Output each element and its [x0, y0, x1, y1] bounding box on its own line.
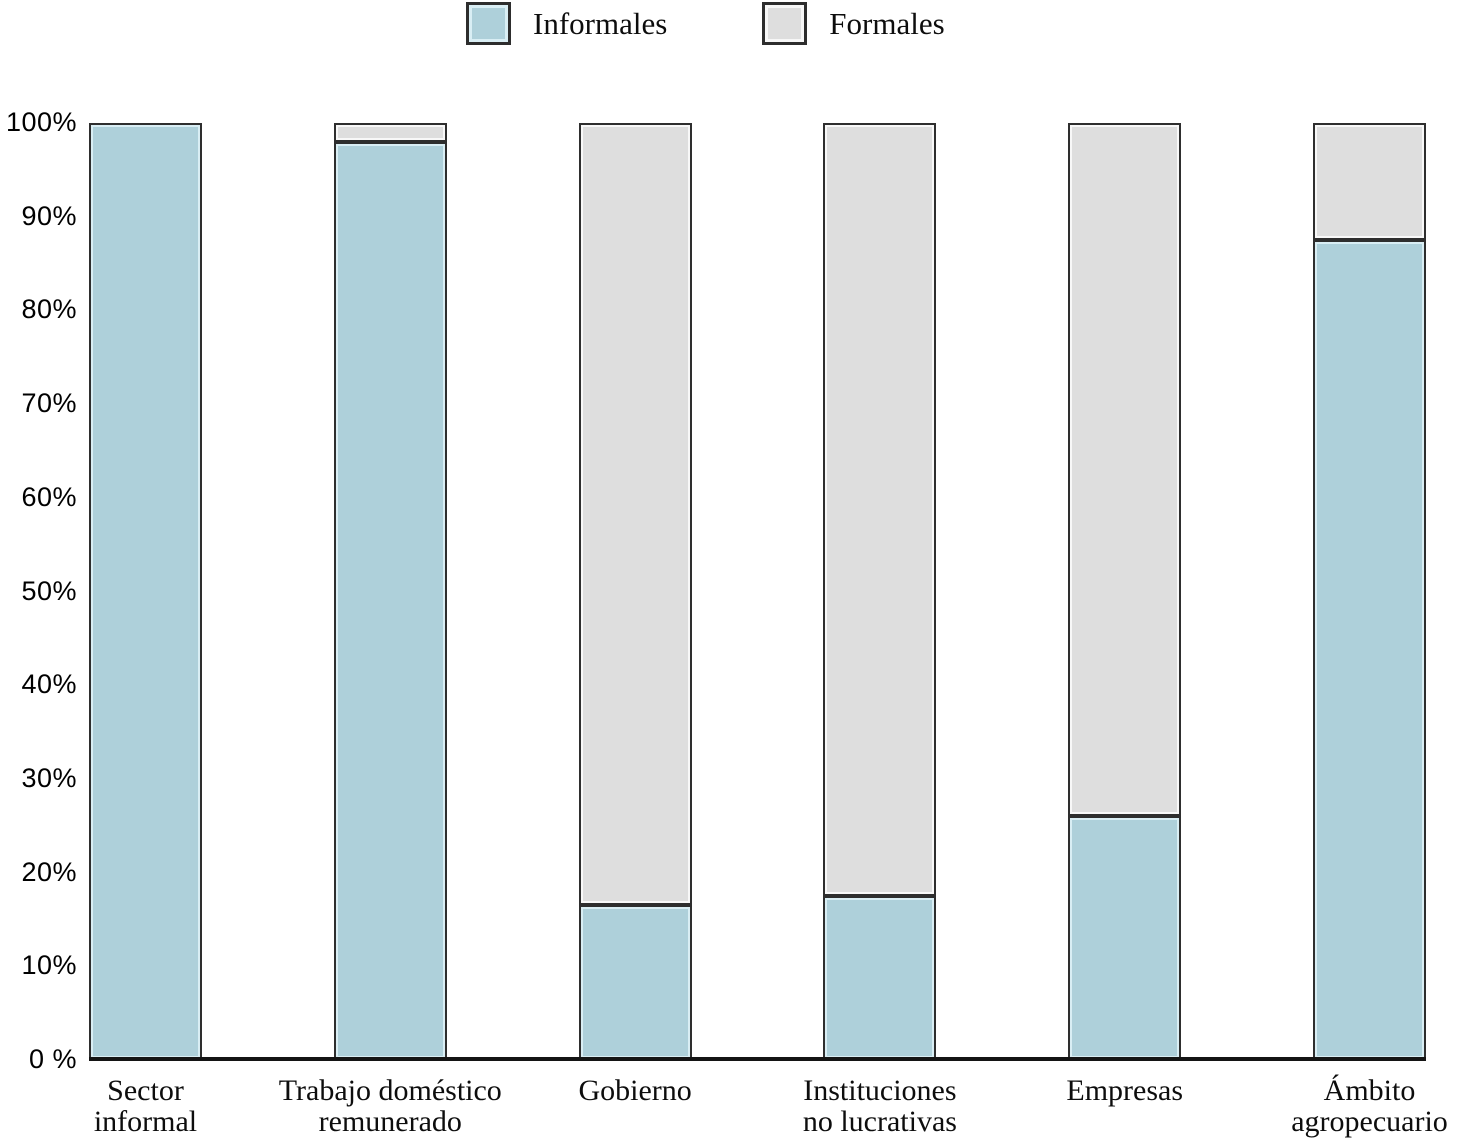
bar-sector-informal — [89, 123, 202, 1060]
bar-instituciones-no-lucrativas — [823, 123, 937, 1060]
bar-segment-informales — [1312, 240, 1426, 1060]
bar-empresas — [1068, 123, 1182, 1060]
bar-segment-formales — [823, 123, 937, 897]
legend-label-informales: Informales — [533, 5, 668, 41]
legend-swatch-formales-icon — [762, 2, 808, 45]
bar-segment-informales — [1068, 816, 1182, 1060]
bar-gobierno — [578, 123, 692, 1060]
bar-segment-informales — [578, 905, 692, 1060]
bar-segment-formales — [1312, 123, 1426, 241]
bar-segment-formales — [333, 123, 447, 142]
bar-segment-informales — [823, 896, 937, 1060]
y-axis-tick-label: 40% — [21, 669, 77, 700]
bar-segment-informales — [89, 123, 202, 1060]
bar-segment-formales — [578, 123, 692, 906]
bar-segment-formales — [1068, 123, 1182, 817]
legend-item-informales: Informales — [466, 2, 667, 45]
x-axis-category-label: Sector informal — [93, 1074, 198, 1138]
y-axis-tick-label: 30% — [21, 762, 77, 793]
y-axis-tick-label: 90% — [21, 200, 77, 231]
x-axis-category-label: Empresas — [1066, 1074, 1184, 1107]
y-axis-tick-label: 10% — [21, 950, 77, 981]
bar--mbito-agropecuario — [1312, 123, 1426, 1060]
y-axis-tick-label: 100% — [5, 106, 77, 137]
bar-trabajo-dom-stico-remunerado — [333, 123, 447, 1060]
plot-area — [89, 123, 1426, 1060]
y-axis-tick-label: 20% — [21, 856, 77, 887]
x-axis-category-label: Ámbito agropecuario — [1291, 1074, 1448, 1138]
y-axis-tick-label: 80% — [21, 294, 77, 325]
x-axis-line — [89, 1057, 1426, 1061]
y-axis-tick-label: 70% — [21, 387, 77, 418]
legend-item-formales: Formales — [762, 2, 945, 45]
bar-segment-informales — [333, 141, 447, 1060]
x-axis-category-label: Gobierno — [578, 1074, 692, 1107]
y-axis-tick-label: 50% — [21, 575, 77, 606]
legend-label-formales: Formales — [829, 5, 945, 41]
y-axis-tick-label: 60% — [21, 481, 77, 512]
chart-legend: Informales Formales — [466, 2, 945, 45]
x-axis-category-label: Instituciones no lucrativas — [802, 1074, 957, 1138]
x-axis-category-label: Trabajo doméstico remunerado — [278, 1074, 502, 1138]
legend-swatch-informales-icon — [466, 2, 511, 45]
y-axis-tick-label: 0 % — [28, 1043, 77, 1074]
